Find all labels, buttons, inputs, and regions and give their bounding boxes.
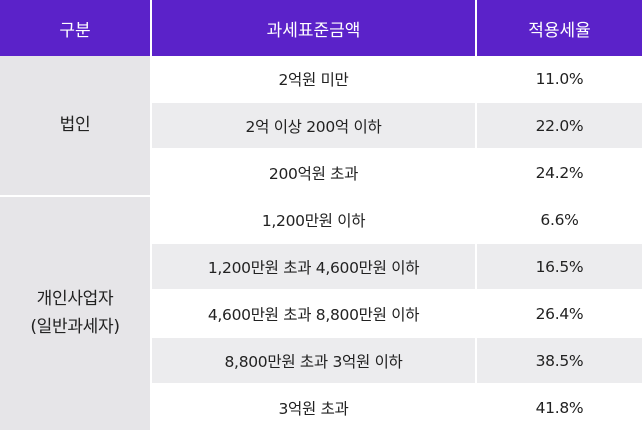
category-label: 개인사업자 [36, 289, 114, 310]
table-row: 8,800만원 초과 3억원 이하 38.5% [0, 337, 642, 385]
rate-cell: 38.5% [476, 337, 642, 385]
rate-cell: 6.6% [476, 196, 642, 244]
tax-base-cell: 1,200만원 초과 4,600만원 이하 [151, 243, 477, 291]
category-label: 법인 [59, 114, 91, 135]
table-row: 개인사업자 (일반과세자) 1,200만원 이하 6.6% [0, 196, 642, 432]
table-row: 2억 이상 200억 이하 22.0% [0, 102, 642, 150]
category-sublabel: (일반과세자) [30, 316, 120, 337]
rate-cell: 16.5% [476, 243, 642, 291]
rate-cell: 22.0% [476, 102, 642, 150]
table-row: 1,200만원 초과 4,600만원 이하 16.5% [0, 243, 642, 291]
category-cell-individual: 개인사업자 (일반과세자) [0, 196, 152, 432]
tax-base-cell: 4,600만원 초과 8,800만원 이하 [151, 290, 477, 338]
rate-cell: 11.0% [476, 56, 642, 103]
table-row: 4,600만원 초과 8,800만원 이하 26.4% [0, 290, 642, 338]
header-tax-base: 과세표준금액 [151, 0, 477, 56]
tax-base-cell: 1,200만원 이하 [151, 196, 477, 244]
tax-base-cell: 2억원 미만 [151, 56, 477, 103]
tax-base-cell: 3억원 초과 [151, 384, 477, 432]
tax-base-cell: 2억 이상 200억 이하 [151, 102, 477, 150]
header-rate: 적용세율 [476, 0, 642, 56]
rate-cell: 41.8% [476, 384, 642, 432]
table-row: 200억원 초과 24.2% [0, 149, 642, 197]
table-header-row: 구분 과세표준금액 적용세율 [0, 0, 642, 56]
table-row: 3억원 초과 41.8% [0, 384, 642, 432]
tax-base-cell: 8,800만원 초과 3억원 이하 [151, 337, 477, 385]
tax-base-cell: 200억원 초과 [151, 149, 477, 197]
rate-cell: 26.4% [476, 290, 642, 338]
rate-cell: 24.2% [476, 149, 642, 197]
header-category: 구분 [0, 0, 152, 56]
category-cell-corporate: 법인 [0, 56, 152, 197]
table-row: 법인 2억원 미만 11.0% [0, 56, 642, 197]
